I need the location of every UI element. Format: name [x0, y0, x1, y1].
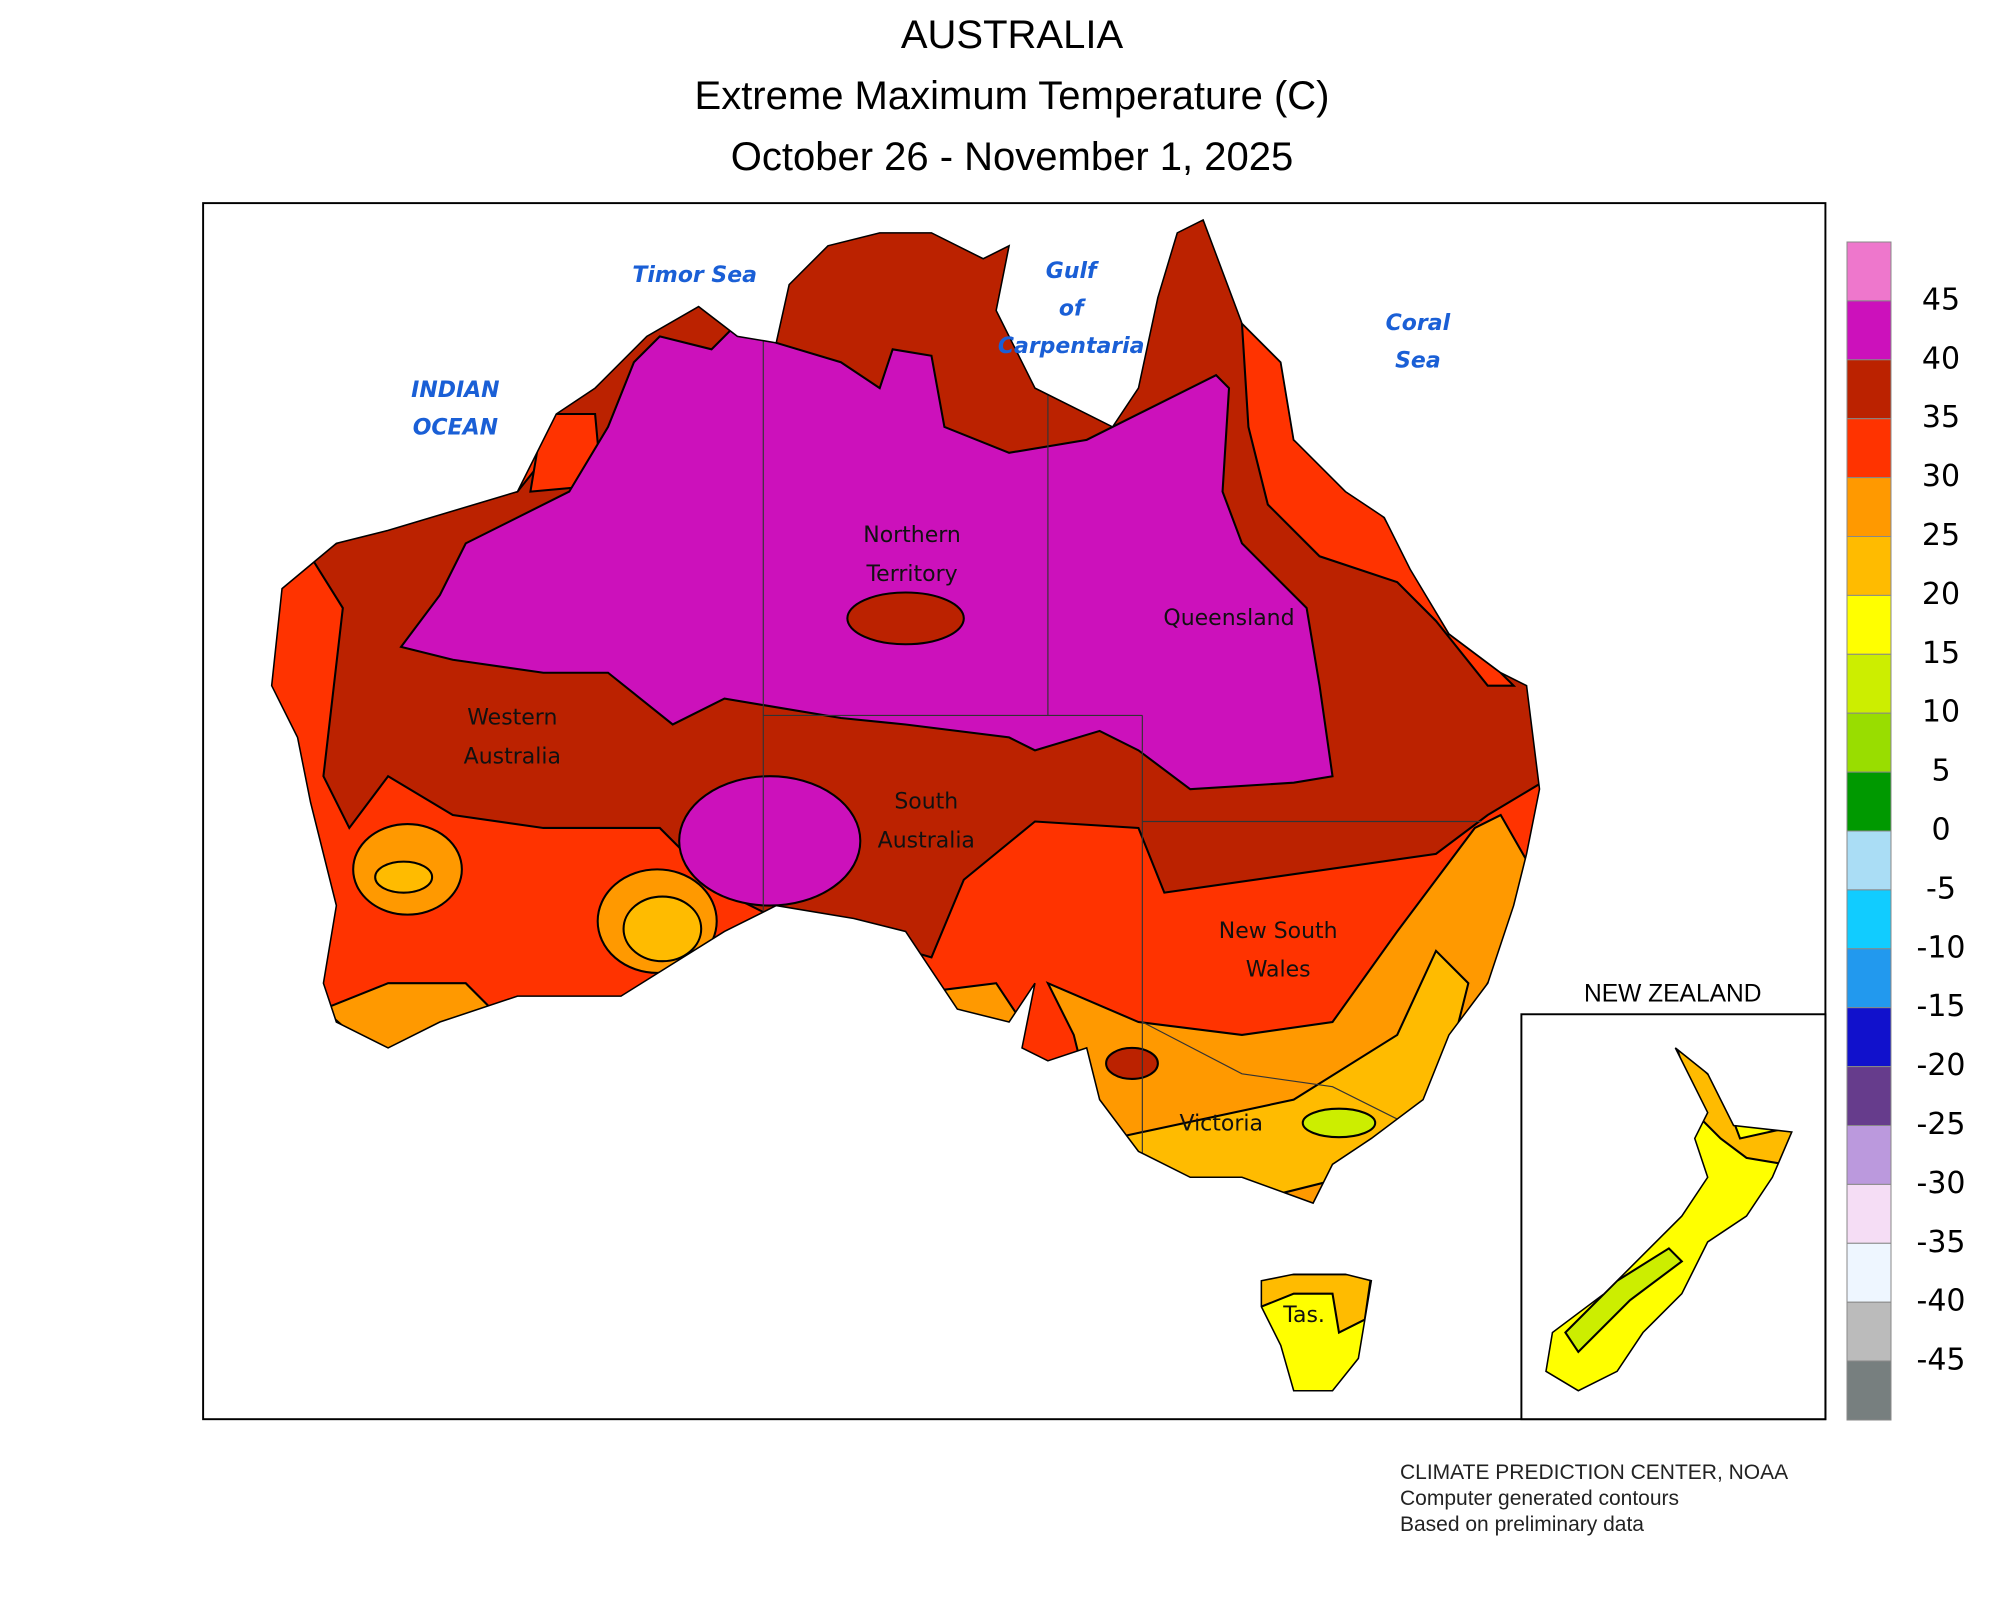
state-label: Wales — [1246, 958, 1311, 983]
legend-label: -45 — [1917, 1343, 1966, 1378]
region-20-25 — [1246, 1273, 1373, 1335]
state-label: New South — [1219, 919, 1338, 944]
legend-swatch — [1846, 889, 1892, 950]
legend-label: 10 — [1922, 695, 1960, 730]
legend-swatch — [1846, 300, 1892, 361]
state-label: Western — [467, 705, 557, 730]
region-35-40 — [1105, 1046, 1159, 1080]
legend-swatch — [1846, 712, 1892, 773]
legend-label: -5 — [1926, 871, 1956, 906]
legend-swatch — [1846, 1183, 1892, 1244]
water-label: Coral — [1386, 311, 1451, 336]
region-10-15 — [1301, 1107, 1377, 1139]
legend-swatch — [1846, 1066, 1892, 1126]
map-labels: Timor Sea Gulf of Carpentaria Coral Sea INDIAN… — [411, 259, 1450, 1328]
legend-label: -15 — [1917, 989, 1966, 1024]
state-label: Australia — [878, 828, 975, 853]
legend-label: -35 — [1917, 1225, 1966, 1260]
legend-swatch — [1846, 1242, 1892, 1303]
inset-title: NEW ZEALAND — [1584, 980, 1762, 1007]
water-label: INDIAN — [411, 378, 499, 403]
legend-label: 5 — [1931, 754, 1950, 789]
legend: 45 40 35 30 25 20 15 10 5 0 -5 -10 -15 -20 -25 -30 -35 -4… — [1846, 241, 1966, 1421]
state-label: Queensland — [1163, 606, 1294, 631]
water-label: Gulf — [1046, 259, 1099, 284]
legend-swatch — [1846, 477, 1892, 538]
legend-label: 0 — [1931, 813, 1950, 848]
coastline — [270, 218, 1541, 1392]
legend-label: 40 — [1922, 341, 1960, 376]
state-label: Northern — [863, 523, 961, 548]
water-label: Timor Sea — [632, 263, 757, 288]
water-label: of — [1059, 297, 1086, 322]
region-40-45 — [678, 775, 862, 907]
region-35-40 — [846, 591, 965, 646]
legend-label: -40 — [1917, 1284, 1966, 1319]
legend-label: 20 — [1922, 577, 1960, 612]
legend-swatch — [1846, 1360, 1892, 1421]
legend-label: 30 — [1922, 459, 1960, 494]
state-label: Victoria — [1180, 1112, 1263, 1137]
legend-swatch — [1846, 653, 1892, 714]
legend-swatch — [1846, 830, 1892, 891]
legend-label: -20 — [1917, 1048, 1966, 1083]
map: NEW ZEALAND Timor Sea Gulf of Carpentaria Co… — [202, 202, 1827, 1421]
water-label: Sea — [1395, 348, 1441, 373]
state-label: Australia — [464, 744, 561, 769]
footer-line: CLIMATE PREDICTION CENTER, NOAA — [1400, 1461, 1788, 1484]
legend-swatch — [1846, 1301, 1892, 1362]
legend-swatch — [1846, 359, 1892, 420]
region-20-25 — [374, 860, 434, 894]
subtitle: Extreme Maximum Temperature (C) — [695, 74, 1330, 118]
legend-swatch — [1846, 1125, 1892, 1185]
legend-swatch — [1846, 241, 1892, 302]
water-label: Carpentaria — [998, 334, 1145, 359]
legend-label: 35 — [1922, 400, 1960, 435]
legend-label: 45 — [1922, 282, 1960, 317]
legend-label: -30 — [1917, 1166, 1966, 1201]
state-label: Tas. — [1282, 1303, 1325, 1328]
state-label: South — [894, 790, 958, 815]
region-40-45 — [399, 322, 1334, 791]
legend-label: 25 — [1922, 518, 1960, 553]
region-20-25 — [622, 895, 703, 963]
footer: CLIMATE PREDICTION CENTER, NOAA Computer … — [1400, 1461, 1788, 1536]
state-borders — [762, 329, 1482, 1165]
legend-swatch — [1846, 771, 1892, 832]
title: AUSTRALIA — [901, 13, 1124, 57]
legend-swatch — [1846, 948, 1892, 1009]
legend-swatch — [1846, 594, 1892, 655]
nz-coastline — [1545, 1047, 1793, 1392]
legend-swatch — [1846, 1007, 1892, 1068]
footer-line: Computer generated contours — [1400, 1487, 1679, 1510]
state-label: Territory — [865, 562, 957, 587]
legend-swatch — [1846, 418, 1892, 479]
legend-swatch — [1846, 536, 1892, 596]
date-range: October 26 - November 1, 2025 — [731, 135, 1294, 179]
footer-line: Based on preliminary data — [1400, 1513, 1644, 1536]
legend-label: -25 — [1917, 1107, 1966, 1142]
legend-label: -10 — [1917, 930, 1966, 965]
water-label: OCEAN — [413, 416, 498, 441]
legend-label: 15 — [1922, 636, 1960, 671]
